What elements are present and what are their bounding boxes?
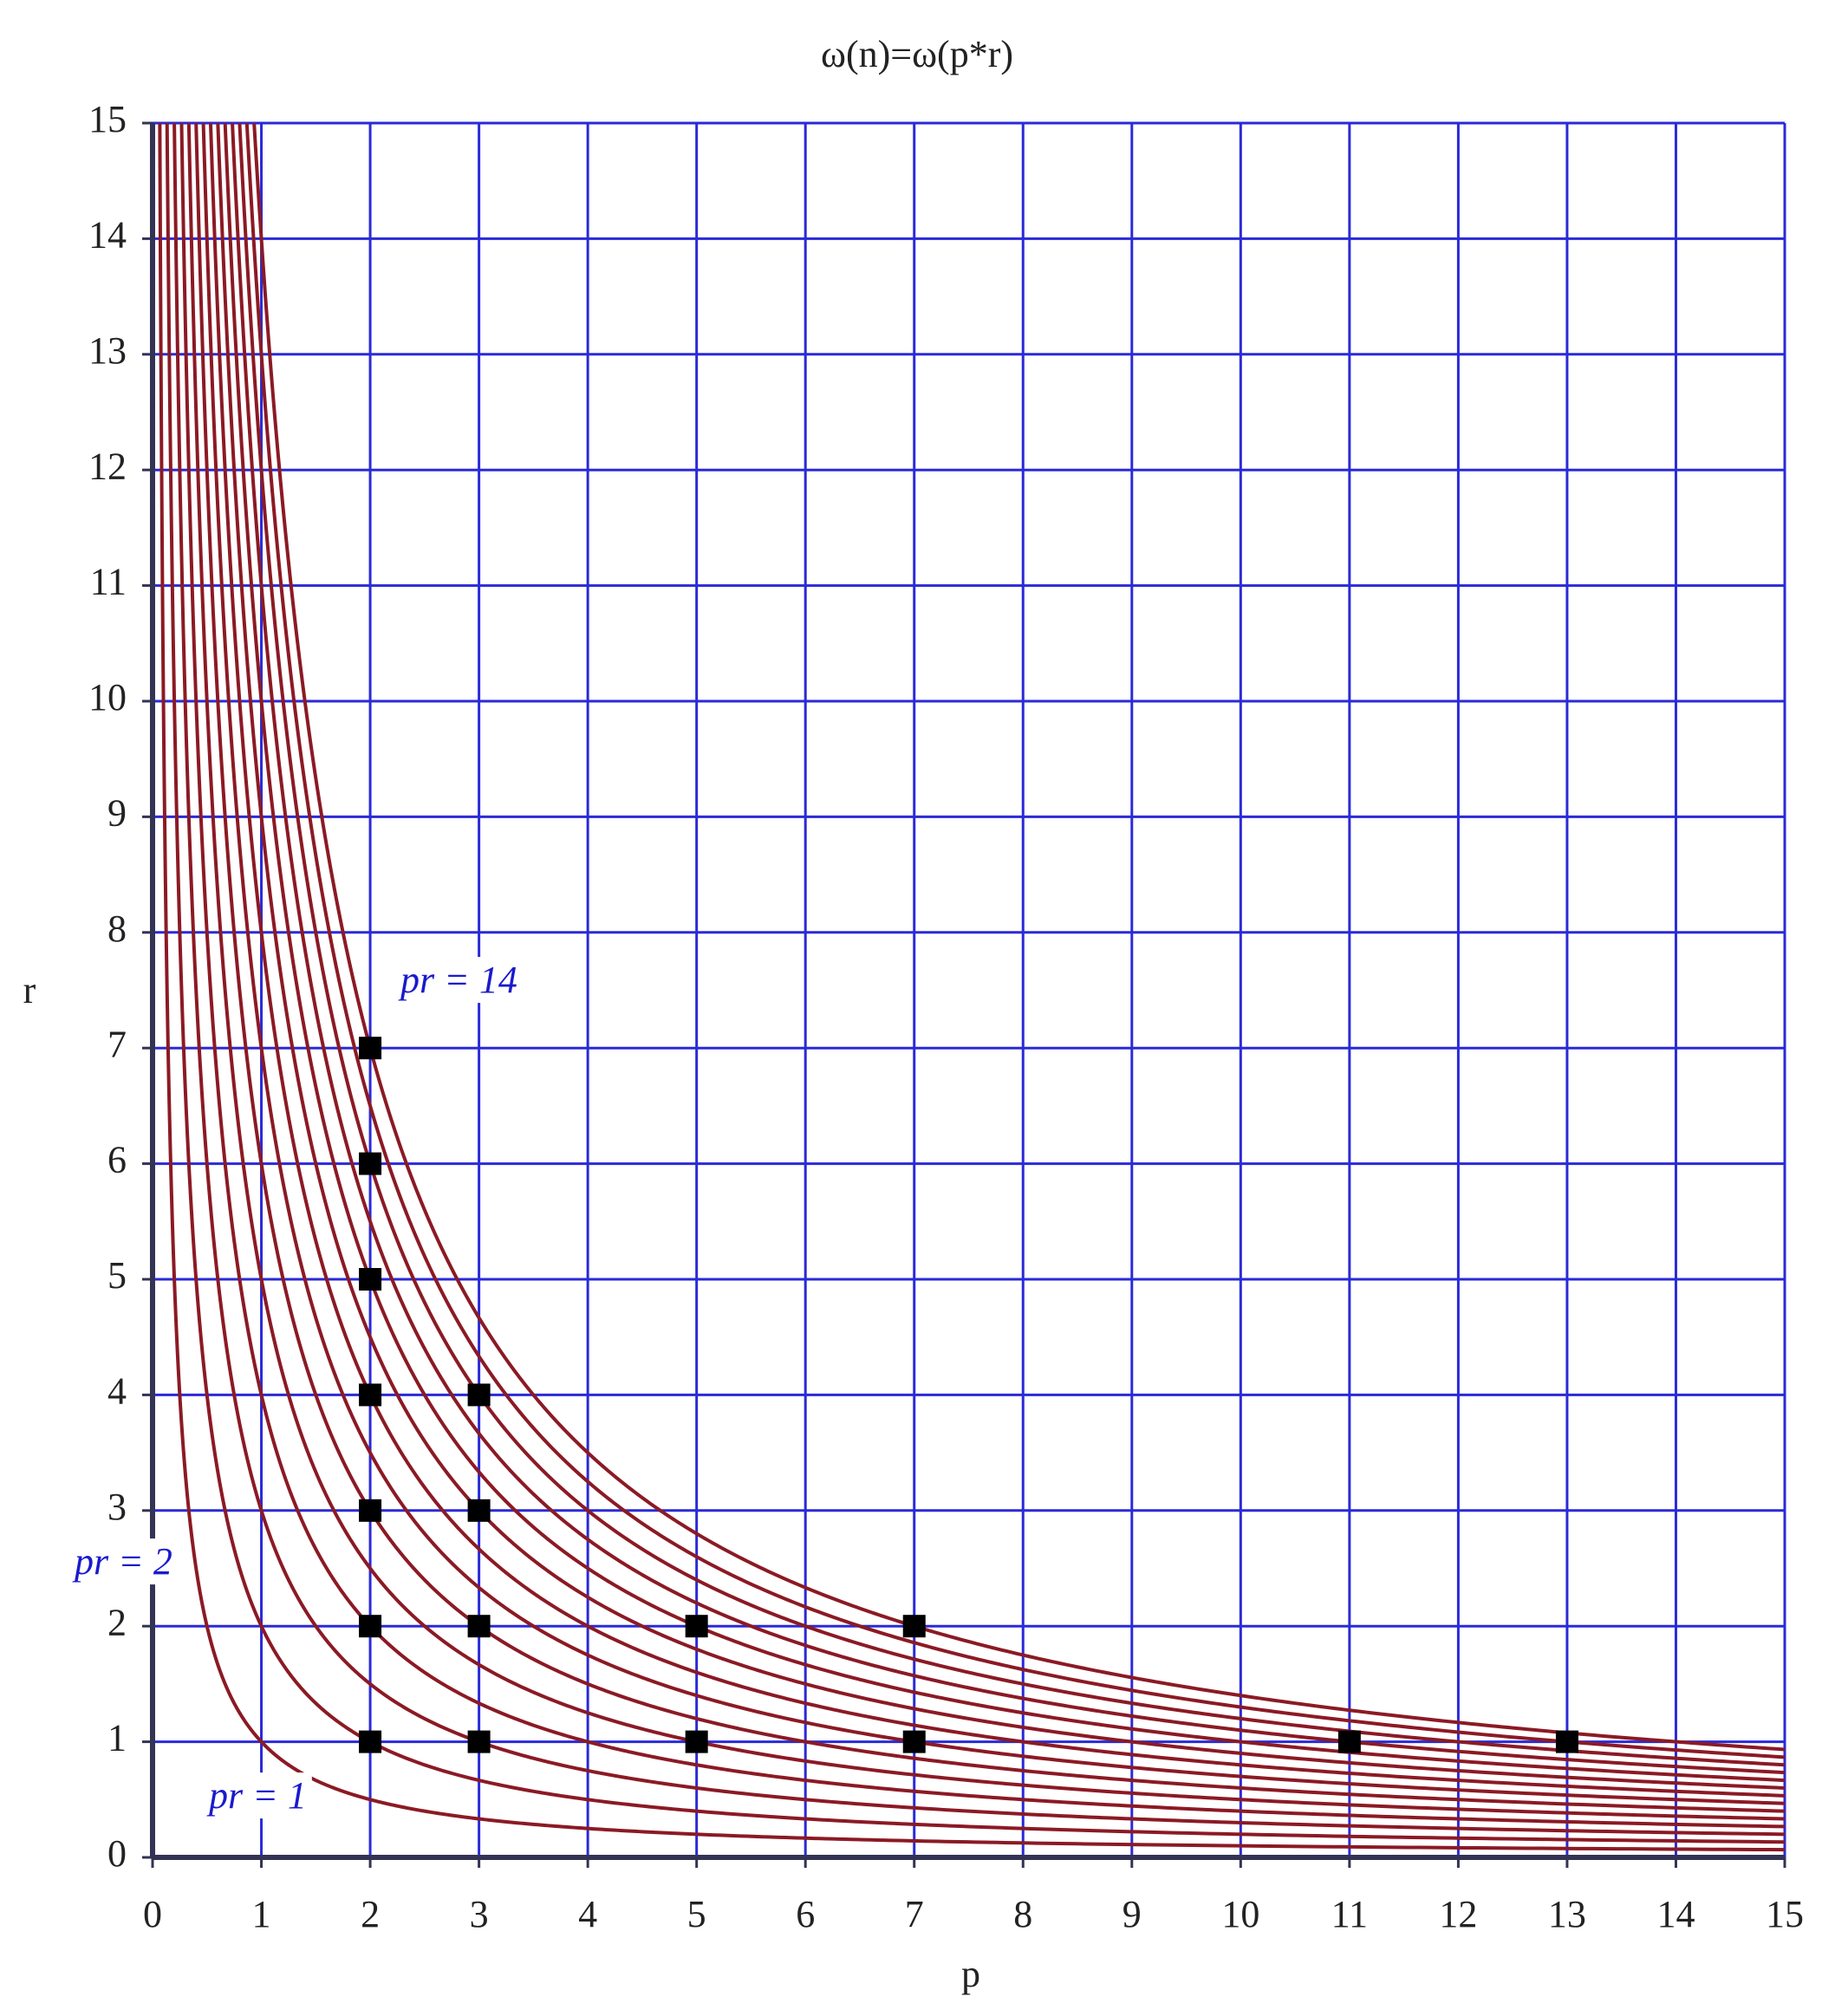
point xyxy=(467,1383,491,1407)
hyperbola xyxy=(208,123,1785,1798)
grid xyxy=(151,121,1786,1859)
point xyxy=(467,1499,491,1522)
y-tick-label: 4 xyxy=(107,1369,127,1412)
annotation-bg xyxy=(201,1772,312,1819)
x-tick-label: 8 xyxy=(1013,1893,1032,1935)
x-tick-label: 10 xyxy=(1221,1893,1259,1935)
hyperbola xyxy=(238,123,1785,1767)
annotation: pr = 14 xyxy=(398,959,517,1001)
hyperbola xyxy=(223,123,1785,1783)
annotation: pr = 2 xyxy=(72,1540,172,1583)
y-tick-label: 2 xyxy=(107,1601,127,1643)
hyperbola xyxy=(186,123,1785,1821)
point xyxy=(359,1383,382,1407)
hyperbola xyxy=(216,123,1785,1790)
y-tick-label: 14 xyxy=(88,213,127,256)
x-tick-label: 6 xyxy=(796,1893,815,1935)
hyperbola xyxy=(194,123,1785,1813)
point xyxy=(1555,1730,1578,1753)
y-tick-label: 0 xyxy=(107,1832,127,1875)
point xyxy=(467,1730,491,1753)
point xyxy=(359,1730,382,1753)
point xyxy=(359,1499,382,1522)
hyperbola xyxy=(252,123,1785,1752)
y-tick-label: 6 xyxy=(107,1139,127,1181)
chart-title: ω(n)=ω(p*r) xyxy=(821,33,1013,75)
y-tick-label: 9 xyxy=(107,791,127,834)
annotation-bg xyxy=(67,1538,178,1585)
hyperbola xyxy=(165,123,1785,1844)
y-tick-label: 13 xyxy=(88,329,127,372)
y-tick-label: 5 xyxy=(107,1254,127,1297)
y-tick-label: 1 xyxy=(107,1717,127,1759)
annotation-bg xyxy=(393,957,523,1004)
annotation: pr = 1 xyxy=(206,1774,307,1817)
y-tick-label: 8 xyxy=(107,907,127,950)
points xyxy=(359,1037,1578,1753)
y-tick-label: 15 xyxy=(88,98,127,140)
x-tick-label: 2 xyxy=(361,1893,380,1935)
y-tick-label: 10 xyxy=(88,676,127,719)
point xyxy=(1337,1730,1361,1753)
y-tick-label: 7 xyxy=(107,1023,127,1065)
x-tick-label: 15 xyxy=(1766,1893,1804,1935)
point xyxy=(467,1615,491,1638)
hyperbola xyxy=(201,123,1785,1805)
x-tick-label: 1 xyxy=(252,1893,271,1935)
point xyxy=(685,1730,708,1753)
point xyxy=(685,1615,708,1638)
x-tick-label: 9 xyxy=(1122,1893,1142,1935)
x-tick-label: 5 xyxy=(687,1893,706,1935)
point xyxy=(359,1037,382,1060)
hyperbola xyxy=(244,123,1785,1759)
point xyxy=(359,1152,382,1175)
hyperbola xyxy=(172,123,1785,1837)
x-axis-label: p xyxy=(961,1953,980,1995)
x-tick-label: 0 xyxy=(143,1893,162,1935)
point xyxy=(902,1730,926,1753)
curves xyxy=(158,123,1785,1852)
y-tick-label: 12 xyxy=(88,445,127,487)
x-tick-label: 11 xyxy=(1331,1893,1368,1935)
y-tick-label: 11 xyxy=(90,561,127,603)
y-tick-label: 3 xyxy=(107,1486,127,1528)
x-tick-label: 7 xyxy=(905,1893,924,1935)
axes: 0 1 2 3 4 5 6 7 8 9 10 11 12 13 14 15012345678910111213… xyxy=(88,98,1804,1935)
y-axis-label: r xyxy=(23,969,36,1011)
x-tick-label: 4 xyxy=(578,1893,597,1935)
x-tick-label: 3 xyxy=(470,1893,489,1935)
annotations: pr = 14 pr = 2 pr = 1 xyxy=(67,957,523,1819)
hyperbola xyxy=(158,123,1785,1852)
point xyxy=(902,1615,926,1638)
hyperbola xyxy=(231,123,1785,1775)
point xyxy=(359,1268,382,1291)
point xyxy=(359,1615,382,1638)
x-tick-label: 13 xyxy=(1548,1893,1586,1935)
x-tick-label: 12 xyxy=(1439,1893,1477,1935)
x-tick-label: 14 xyxy=(1656,1893,1695,1935)
